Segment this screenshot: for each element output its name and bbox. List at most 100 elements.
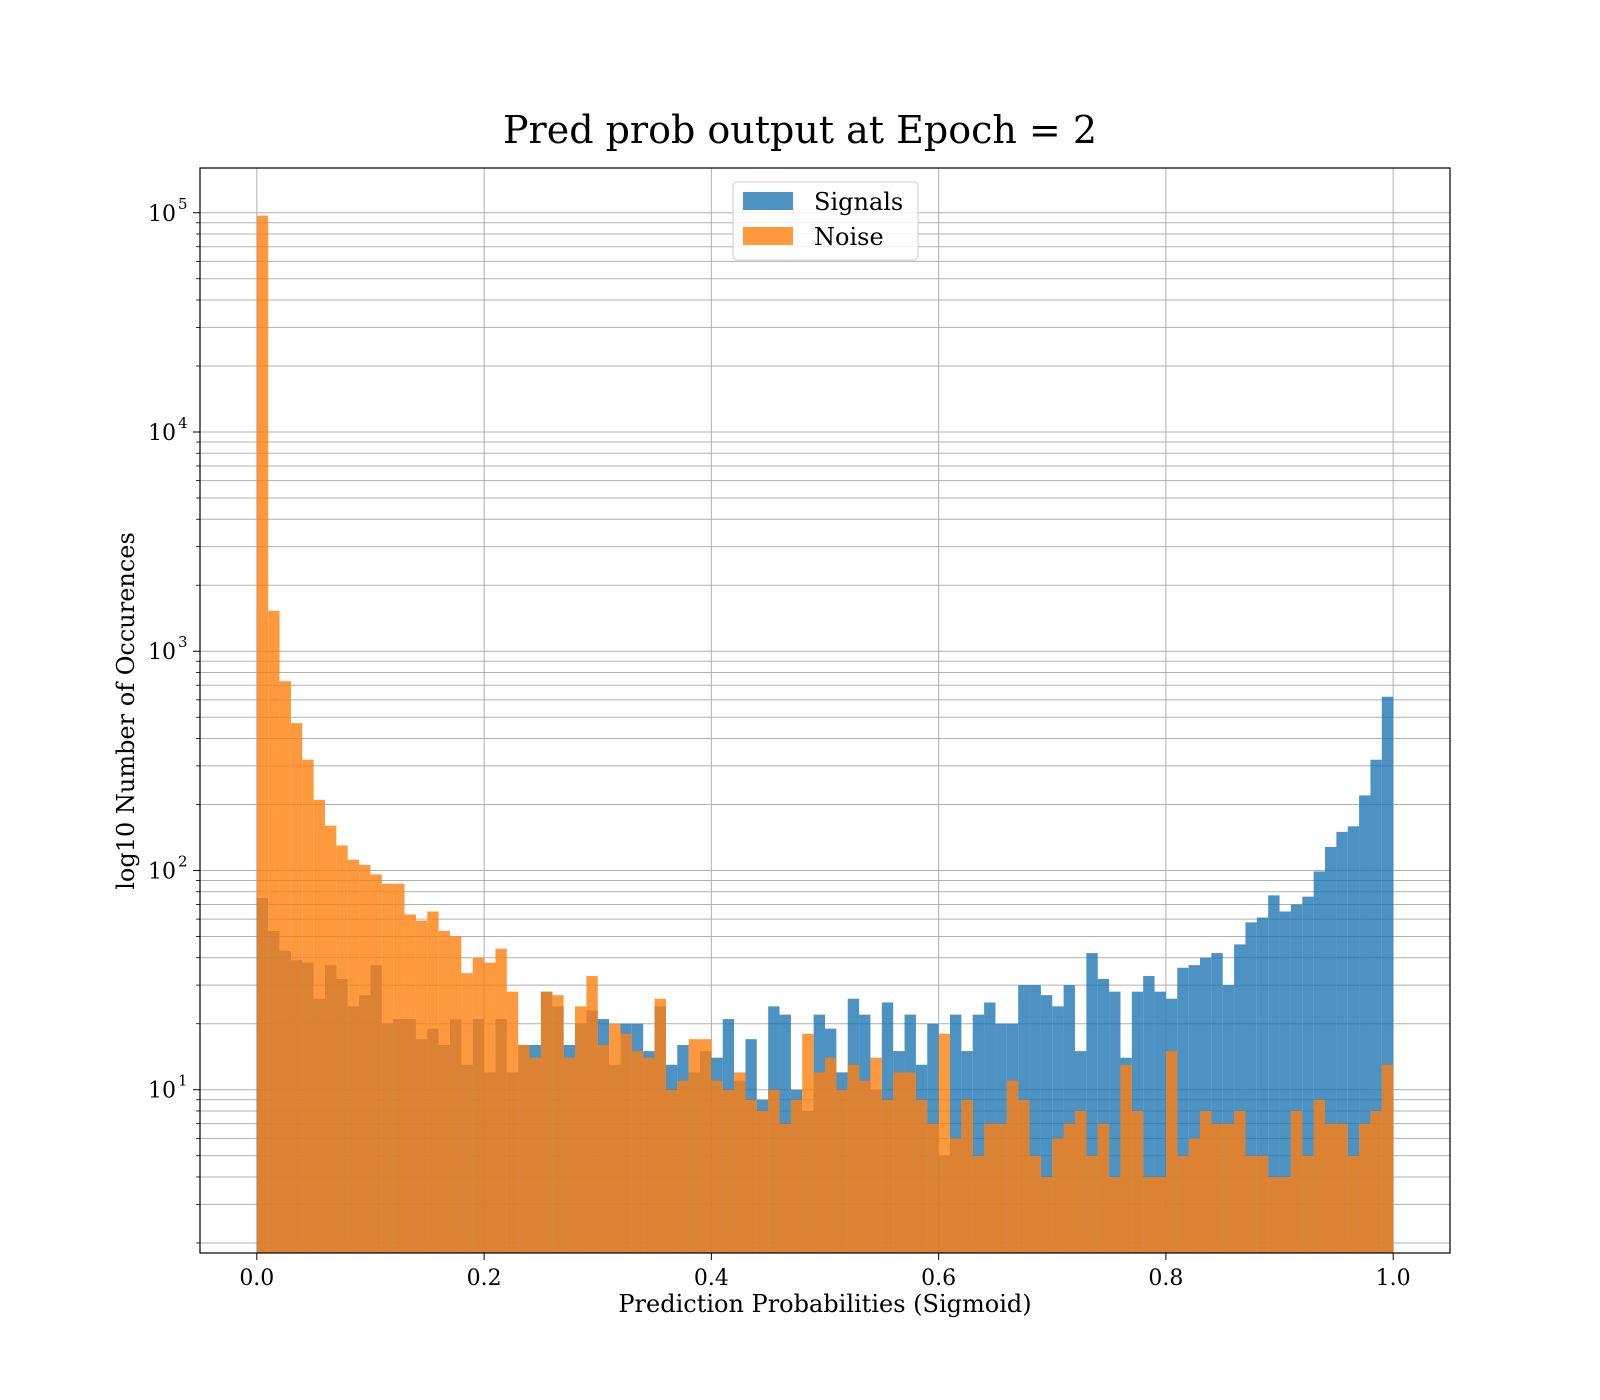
y-tick-exponent: 3 [178, 633, 188, 651]
noise-bar [1381, 1064, 1394, 1253]
noise-bar [904, 1072, 916, 1253]
noise-bar [461, 973, 473, 1253]
noise-bar [677, 1080, 689, 1253]
noise-bar [734, 1072, 746, 1253]
noise-bar [1302, 1155, 1314, 1253]
signals-bar [1029, 985, 1041, 1253]
noise-bar [347, 859, 360, 1253]
noise-bar [813, 1072, 825, 1253]
y-tick-label: 10 [148, 202, 176, 227]
x-axis-label: Prediction Probabilities (Sigmoid) [618, 1290, 1031, 1318]
signals-bar [1313, 871, 1325, 1253]
noise-bar [665, 1089, 678, 1253]
noise-bar [552, 995, 564, 1253]
noise-bar [268, 610, 280, 1253]
noise-bar [984, 1123, 996, 1253]
noise-bar [1040, 1176, 1053, 1253]
noise-bar [915, 1099, 928, 1253]
noise-bar [325, 825, 337, 1253]
noise-bar [563, 1057, 575, 1253]
y-axis-label: log10 Number of Occurences [112, 532, 140, 890]
noise-bar [825, 1057, 837, 1253]
noise-bar [995, 1123, 1007, 1253]
noise-bar [1131, 1110, 1144, 1253]
noise-bar [256, 215, 269, 1253]
noise-bar [438, 930, 450, 1253]
plot-frame [199, 167, 1451, 1254]
noise-bar [586, 976, 598, 1253]
signals-bar [950, 1014, 962, 1253]
noise-bar [722, 1089, 735, 1253]
noise-bar [938, 1033, 950, 1253]
noise-bar [1188, 1138, 1200, 1253]
noise-bar [609, 1023, 621, 1253]
noise-bar [370, 874, 382, 1253]
signals-bar [1109, 991, 1121, 1253]
noise-bar [1234, 1110, 1246, 1253]
noise-bar [1177, 1155, 1189, 1253]
noise-bar [1109, 1176, 1121, 1253]
signals-bar [1370, 759, 1382, 1253]
noise-bar [1006, 1080, 1019, 1253]
noise-bar [654, 998, 666, 1253]
noise-bar [484, 962, 496, 1253]
noise-bar [1211, 1123, 1223, 1253]
noise-bar [336, 845, 348, 1253]
noise-bar [1018, 1099, 1030, 1253]
legend-swatch-noise [743, 227, 793, 245]
x-tick-label: 0.6 [921, 1266, 956, 1291]
y-tick-label: 10 [148, 1079, 176, 1104]
noise-bar [1325, 1123, 1337, 1253]
signals-bar [1052, 1006, 1064, 1253]
noise-bar [1268, 1176, 1280, 1253]
signals-bar [1211, 953, 1223, 1253]
noise-bar [290, 723, 303, 1253]
signals-bar [1279, 911, 1291, 1253]
signals-bar [1154, 991, 1166, 1253]
x-axis-ticks: 0.0 0.2 0.4 0.6 0.8 1.0 [239, 1253, 1411, 1291]
noise-bar [1063, 1123, 1075, 1253]
noise-bar [1256, 1155, 1269, 1253]
noise-bar [279, 681, 291, 1253]
noise-bar [597, 1044, 610, 1253]
y-tick-exponent: 5 [178, 195, 188, 213]
signals-bar [1188, 965, 1200, 1253]
noise-bar [1154, 1176, 1166, 1253]
signals-bar [1063, 985, 1075, 1253]
x-tick-label: 0.8 [1148, 1266, 1183, 1291]
noise-bar [495, 948, 507, 1253]
noise-bar [404, 914, 416, 1253]
y-tick-exponent: 4 [178, 414, 188, 432]
noise-bar [381, 883, 394, 1253]
noise-bar [1336, 1123, 1348, 1253]
noise-bar [1359, 1123, 1371, 1253]
x-tick-label: 0.2 [467, 1266, 502, 1291]
noise-bar [631, 1051, 644, 1253]
x-tick-label: 0.0 [239, 1266, 274, 1291]
signals-bar [1040, 995, 1053, 1253]
noise-bar [711, 1080, 723, 1253]
noise-bar [518, 1044, 530, 1253]
noise-bar [1120, 1064, 1132, 1253]
noise-bar [893, 1072, 905, 1253]
signals-bar [1245, 922, 1257, 1253]
noise-bar [859, 1080, 871, 1253]
noise-bar [802, 1033, 814, 1253]
signals-bar [1222, 985, 1235, 1253]
noise-bar [620, 1033, 632, 1253]
y-tick-exponent: 2 [178, 852, 188, 870]
signals-bar [1097, 978, 1110, 1253]
noise-bar [1029, 1155, 1041, 1253]
noise-bar [1052, 1138, 1064, 1253]
signals-bar [1290, 904, 1303, 1253]
noise-bar [506, 991, 519, 1253]
noise-bar [575, 1006, 587, 1253]
noise-bar [756, 1110, 769, 1253]
signals-bar [1177, 967, 1189, 1253]
noise-bar [1279, 1176, 1291, 1253]
noise-bar [540, 991, 553, 1253]
noise-bar [700, 1039, 712, 1253]
signals-bar [1234, 944, 1246, 1253]
